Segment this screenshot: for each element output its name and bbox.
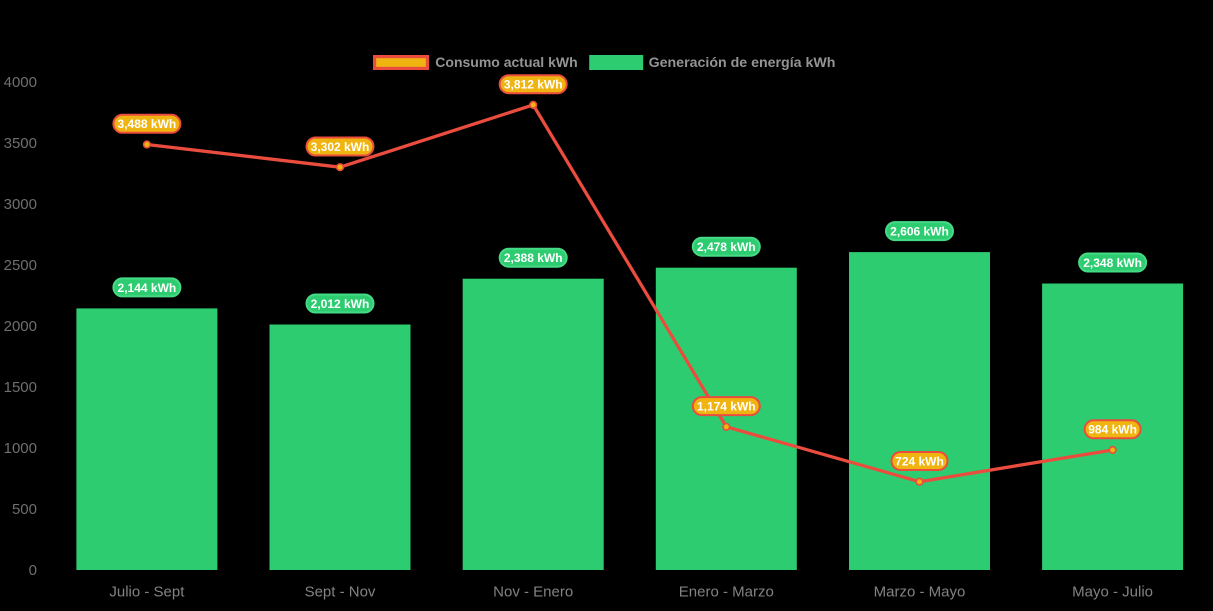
svg-text:Sept - Nov: Sept - Nov [305,584,376,601]
svg-text:1,174 kWh: 1,174 kWh [697,400,756,414]
svg-text:3000: 3000 [4,196,37,213]
svg-text:2,144 kWh: 2,144 kWh [118,281,177,295]
svg-text:Marzo - Mayo: Marzo - Mayo [874,584,966,601]
svg-text:2,012 kWh: 2,012 kWh [311,297,370,311]
svg-text:1000: 1000 [4,440,37,457]
svg-text:2,348 kWh: 2,348 kWh [1083,256,1142,270]
svg-text:0: 0 [29,562,37,579]
svg-text:1500: 1500 [4,379,37,396]
svg-text:Mayo - Julio: Mayo - Julio [1072,584,1153,601]
svg-text:3,302 kWh: 3,302 kWh [311,140,370,154]
svg-text:Nov - Enero: Nov - Enero [493,584,573,601]
svg-text:2,478 kWh: 2,478 kWh [697,240,756,254]
svg-text:500: 500 [12,501,37,518]
svg-text:3,812 kWh: 3,812 kWh [504,78,563,92]
svg-text:724 kWh: 724 kWh [895,454,944,468]
svg-text:2,606 kWh: 2,606 kWh [890,225,949,239]
svg-text:2500: 2500 [4,257,37,274]
svg-text:Enero - Marzo: Enero - Marzo [679,584,774,601]
svg-text:984 kWh: 984 kWh [1088,423,1137,437]
svg-text:Consumo actual kWh: Consumo actual kWh [435,54,577,70]
svg-text:3,488 kWh: 3,488 kWh [118,117,177,131]
svg-text:4000: 4000 [4,74,37,91]
svg-text:2000: 2000 [4,318,37,335]
svg-text:3500: 3500 [4,135,37,152]
svg-text:2,388 kWh: 2,388 kWh [504,251,563,265]
svg-text:Julio - Sept: Julio - Sept [109,584,185,601]
svg-text:Generación de energía kWh: Generación de energía kWh [649,55,836,71]
